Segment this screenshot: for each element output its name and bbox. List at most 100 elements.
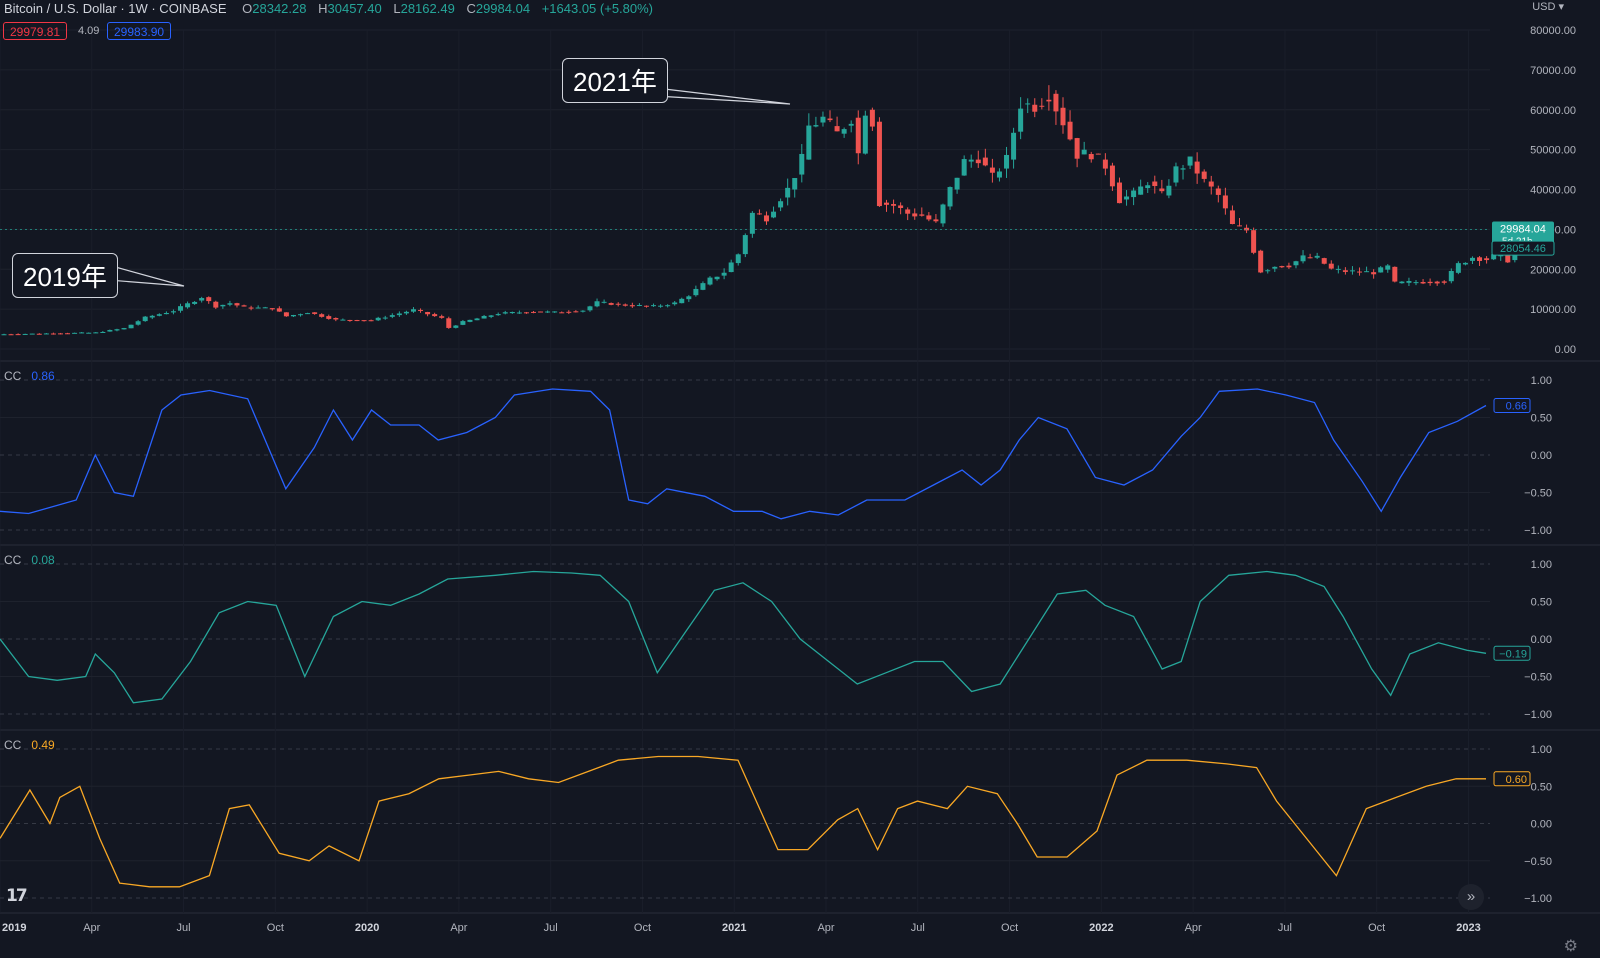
ask-badge[interactable]: 29983.90 xyxy=(107,22,172,40)
candle-body-7 xyxy=(50,333,56,335)
candle-body-72 xyxy=(509,311,515,314)
price-tick-7: 70000.00 xyxy=(1530,65,1576,77)
cc-pane-2-name: CC xyxy=(4,553,22,567)
candle-body-80 xyxy=(566,311,572,313)
candle-body-160 xyxy=(1131,190,1137,198)
candle-body-134 xyxy=(947,187,953,207)
time-tick-6: Jul xyxy=(544,922,558,934)
candle-body-139 xyxy=(982,157,988,166)
candle-body-96 xyxy=(679,298,685,304)
candle-body-182 xyxy=(1286,265,1292,268)
tradingview-logo-icon[interactable]: 17 xyxy=(6,886,28,906)
candle-body-113 xyxy=(799,153,805,175)
candle-body-141 xyxy=(996,171,1002,178)
cc-pane-1-value-tag-text: 0.66 xyxy=(1506,401,1527,413)
candle-body-67 xyxy=(474,318,480,321)
candle-body-61 xyxy=(432,314,438,317)
candle-body-142 xyxy=(1004,154,1010,169)
cc-pane-1-line xyxy=(0,388,1487,520)
cc-pane-3-tick-0: 1.00 xyxy=(1531,744,1552,756)
candle-body-192 xyxy=(1357,271,1363,273)
cc-pane-1-value: 0.86 xyxy=(31,369,55,383)
candle-body-193 xyxy=(1364,271,1370,273)
candle-body-124 xyxy=(876,121,882,207)
price-tick-0: 0.00 xyxy=(1555,344,1576,356)
high-value: 30457.40 xyxy=(327,1,382,16)
gear-icon[interactable]: ⚙ xyxy=(1563,938,1578,955)
candle-body-37 xyxy=(262,307,268,309)
candle-body-52 xyxy=(368,320,374,322)
candle-body-84 xyxy=(594,301,600,307)
candle-body-105 xyxy=(742,235,748,255)
candle-body-168 xyxy=(1187,156,1193,166)
candle-body-169 xyxy=(1194,161,1200,174)
annotation-2019[interactable]: 2019年 xyxy=(12,253,118,298)
candle-body-81 xyxy=(573,311,579,313)
candle-body-173 xyxy=(1222,195,1228,209)
annotation-2021[interactable]: 2021年 xyxy=(562,58,668,103)
candle-body-149 xyxy=(1053,93,1059,112)
candle-body-118 xyxy=(834,126,840,132)
time-tick-14: Jul xyxy=(1278,922,1292,934)
symbol-title[interactable]: Bitcoin / U.S. Dollar · 1W · COINBASE xyxy=(4,1,227,16)
candle-body-104 xyxy=(735,254,741,264)
bid-badge[interactable]: 29979.81 xyxy=(3,22,68,40)
candle-body-56 xyxy=(396,313,402,316)
candle-body-165 xyxy=(1166,185,1172,196)
candle-body-97 xyxy=(686,296,692,300)
candle-body-9 xyxy=(65,333,71,335)
candle-body-91 xyxy=(643,305,649,307)
candle-body-143 xyxy=(1011,132,1017,160)
candle-body-82 xyxy=(580,310,586,312)
candle-body-26 xyxy=(185,303,191,308)
candle-body-57 xyxy=(403,311,409,314)
price-tick-2: 20000.00 xyxy=(1530,264,1576,276)
currency-selector[interactable]: USD ▾ xyxy=(1532,1,1564,13)
price-tick-6: 60000.00 xyxy=(1530,105,1576,117)
candle-body-196 xyxy=(1385,265,1391,270)
price-tick-1: 10000.00 xyxy=(1530,304,1576,316)
candle-body-68 xyxy=(481,315,487,319)
candle-body-20 xyxy=(142,316,148,322)
cc-pane-1-label[interactable]: CC 0.86 xyxy=(4,369,55,383)
candle-body-198 xyxy=(1399,281,1405,284)
candle-body-28 xyxy=(199,298,205,301)
candle-body-111 xyxy=(785,187,791,198)
candle-body-106 xyxy=(749,212,755,234)
candle-body-119 xyxy=(841,129,847,134)
candle-body-188 xyxy=(1328,263,1334,269)
double-chevron-right-icon[interactable]: » xyxy=(1458,884,1484,910)
candle-body-126 xyxy=(891,204,897,206)
price-tick-8: 80000.00 xyxy=(1530,25,1576,37)
cc-pane-3-tick-2: 0.00 xyxy=(1531,819,1552,831)
candle-body-76 xyxy=(538,311,544,313)
cc-pane-3-name: CC xyxy=(4,738,22,752)
cc-pane-2-value-tag-text: −0.19 xyxy=(1499,648,1527,660)
cc-pane-1-value-tag xyxy=(1493,398,1531,413)
cc-pane-3-tick-3: −0.50 xyxy=(1524,856,1552,868)
cc-pane-2-label[interactable]: CC 0.08 xyxy=(4,553,55,567)
candle-body-39 xyxy=(276,308,282,312)
candle-body-32 xyxy=(227,303,233,305)
candle-body-159 xyxy=(1124,196,1130,200)
candle-body-185 xyxy=(1307,257,1313,259)
candle-body-123 xyxy=(869,109,875,127)
candle-body-167 xyxy=(1180,168,1186,170)
candle-body-107 xyxy=(756,213,762,215)
candle-body-2 xyxy=(15,334,21,336)
candle-body-89 xyxy=(629,305,635,307)
candle-body-152 xyxy=(1074,138,1080,159)
candle-body-183 xyxy=(1293,261,1299,266)
candle-body-21 xyxy=(149,315,155,318)
candle-body-55 xyxy=(389,315,395,317)
candle-body-203 xyxy=(1434,281,1440,284)
candle-body-88 xyxy=(622,304,628,306)
candle-body-170 xyxy=(1201,171,1207,179)
candle-body-3 xyxy=(22,333,28,335)
cc-pane-3-label[interactable]: CC 0.49 xyxy=(4,738,55,752)
time-tick-10: Jul xyxy=(911,922,925,934)
candle-body-205 xyxy=(1448,271,1454,282)
candle-body-130 xyxy=(919,214,925,216)
candle-body-206 xyxy=(1455,263,1461,273)
